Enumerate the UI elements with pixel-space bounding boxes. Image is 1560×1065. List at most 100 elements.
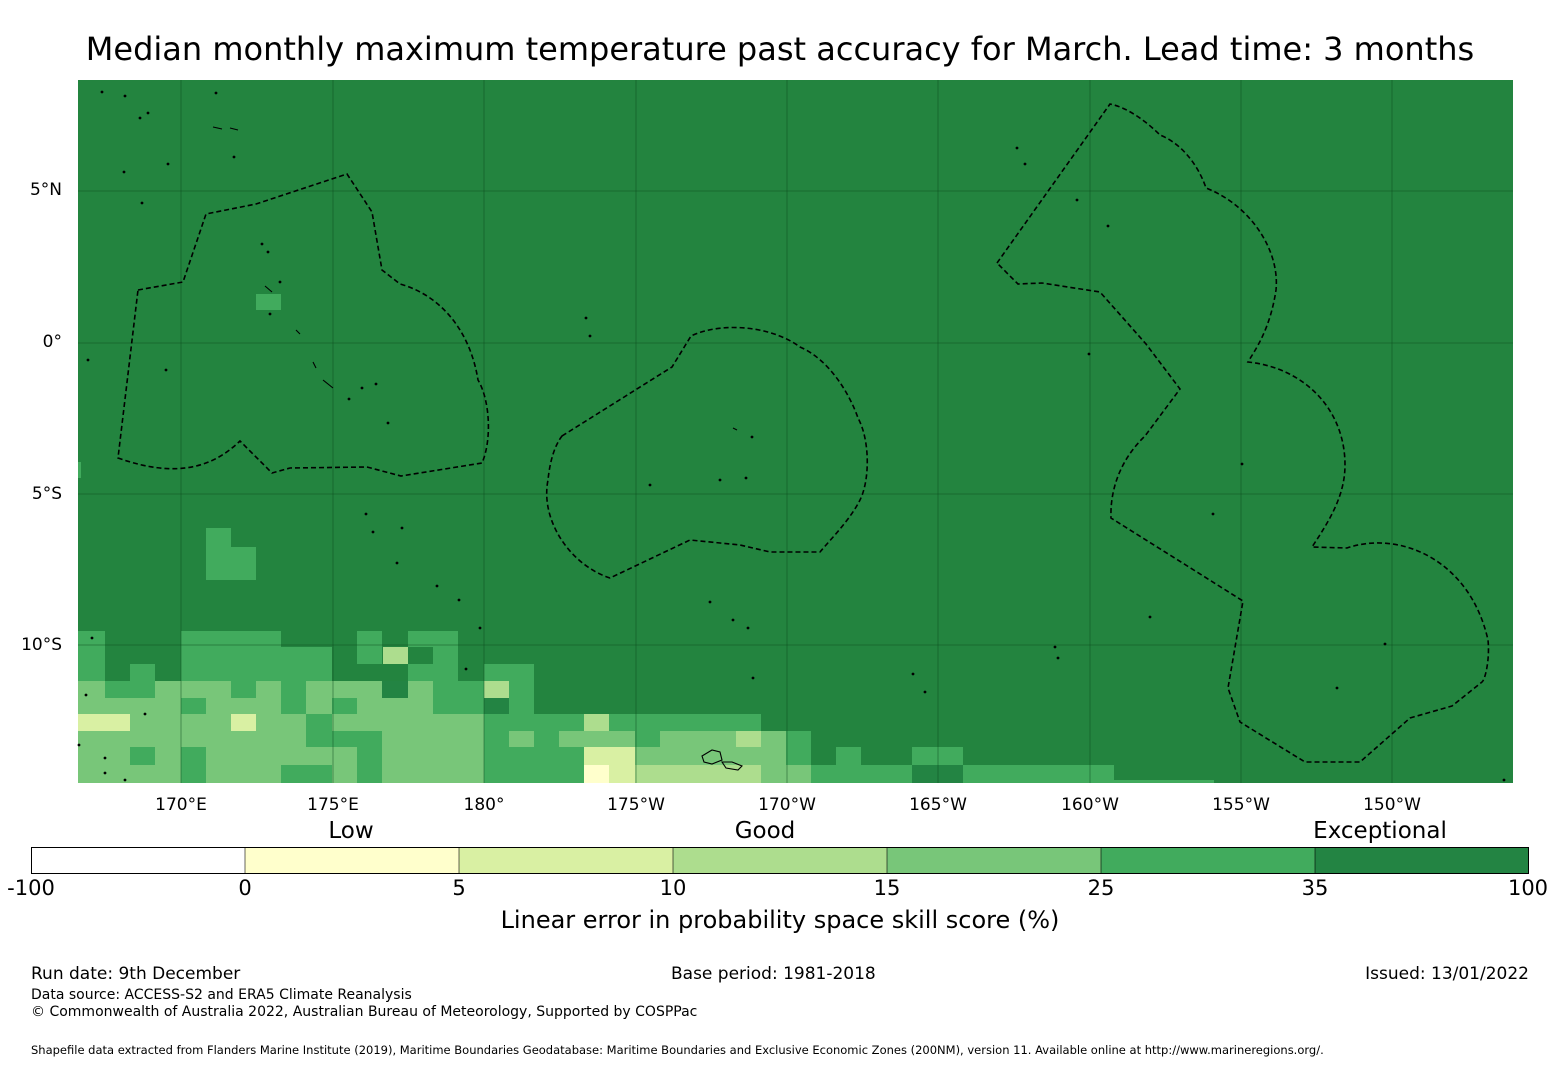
skill-cell [357,765,382,783]
atoll-marker [751,676,755,680]
atoll-marker [122,170,126,174]
lon-label-170w: 170°W [758,795,816,815]
atoll-marker [1240,462,1244,466]
colorbar-tick-label: 15 [873,876,901,900]
skill-cell [382,747,484,765]
atoll-marker [138,116,142,120]
skill-cell [484,714,584,731]
skill-cell [206,698,281,714]
atoll-marker [90,636,94,640]
atoll-marker [1383,642,1387,646]
colorbar-tick-label: 10 [659,876,687,900]
skill-cell [181,631,281,647]
skill-cell [78,765,181,783]
skill-cell [231,681,256,698]
skill-cell [509,681,534,698]
atoll-marker [395,561,399,565]
skill-cell [130,747,155,765]
skill-cell [484,747,584,765]
eez-kiribati-gilbert [117,173,490,477]
atoll-marker [166,162,170,166]
skill-cell [635,731,660,747]
skill-cell [382,765,408,783]
skill-cell [484,681,509,698]
eez-kiribati-phoenix [545,326,869,579]
atoll-marker [260,242,264,246]
skill-cell [786,731,811,747]
lat-label-5n: 5°N [29,180,62,200]
skill-cell [433,647,458,664]
skill-cell [78,747,130,765]
skill-cell [836,747,861,765]
colorbar-tick-label: -100 [7,876,55,900]
lon-label-175e: 175°E [307,795,359,815]
atoll-marker [750,435,754,439]
legend-category-low: Low [328,818,374,844]
skill-cell [811,765,912,783]
skill-cell [484,731,509,747]
eez-boundaries [117,103,1490,763]
skill-map [77,80,1513,783]
run-date: Run date: 9th December [31,964,241,984]
atoll-marker [103,756,107,760]
skill-cell [635,747,786,765]
skill-cells [78,294,1214,783]
skill-cell [382,731,484,747]
atoll-marker [123,778,127,782]
skill-cell [78,714,130,731]
atoll-marker [1023,162,1027,166]
island-samoa-upolu [720,761,743,771]
skill-cell [534,731,559,747]
map-title: Median monthly maximum temperature past … [85,30,1475,68]
skill-cell [181,765,206,783]
atoll-marker [1502,778,1506,782]
skill-cell [332,698,357,714]
skill-cell [761,731,786,747]
skill-cell [509,731,534,747]
skill-cell [433,698,484,714]
skill-cell [181,664,332,681]
skill-cell [383,647,408,664]
atoll-marker [371,530,375,534]
skill-cell [357,631,382,647]
atoll-marker [268,312,272,316]
skill-cell [484,698,509,714]
atoll-marker [1075,198,1079,202]
atoll-marker [400,526,404,530]
skill-cell [609,714,761,731]
skill-cell [78,664,105,681]
lon-label-150w: 150°W [1363,795,1421,815]
colorbar-outline [31,847,1529,874]
colorbar-tick-label: 5 [452,876,466,900]
skill-cell [484,765,584,783]
atoll-marker [1211,512,1215,516]
skill-cell [1114,780,1214,783]
shapefile-credit: Shapefile data extracted from Flanders M… [31,1043,1324,1057]
colorbar-segment [1101,847,1315,873]
skill-cell [584,765,609,783]
atoll-marker [457,598,461,602]
skill-cell [357,714,484,731]
skill-cell [786,747,811,765]
atoll-marker [140,201,144,205]
atoll-marker [364,512,368,516]
skill-cell [78,731,306,747]
skill-cell [332,681,382,698]
skill-cell [484,664,534,681]
lat-label-10s: 10°S [21,635,62,655]
atoll-marker [143,712,147,716]
colorbar-segment [31,847,245,873]
skill-cell [357,747,382,765]
skill-cell [408,681,433,698]
skill-cell [105,681,155,698]
skill-cell [281,765,332,783]
skill-cell [357,647,382,664]
skill-cell [155,747,181,765]
atoll-marker [214,91,218,95]
legend-category-exceptional: Exceptional [1313,818,1447,844]
colorbar-tick-label: 35 [1301,876,1329,900]
atoll-marker [146,111,150,115]
skill-cell [306,681,332,698]
skill-cell [256,681,281,698]
atoll-marker [374,382,378,386]
